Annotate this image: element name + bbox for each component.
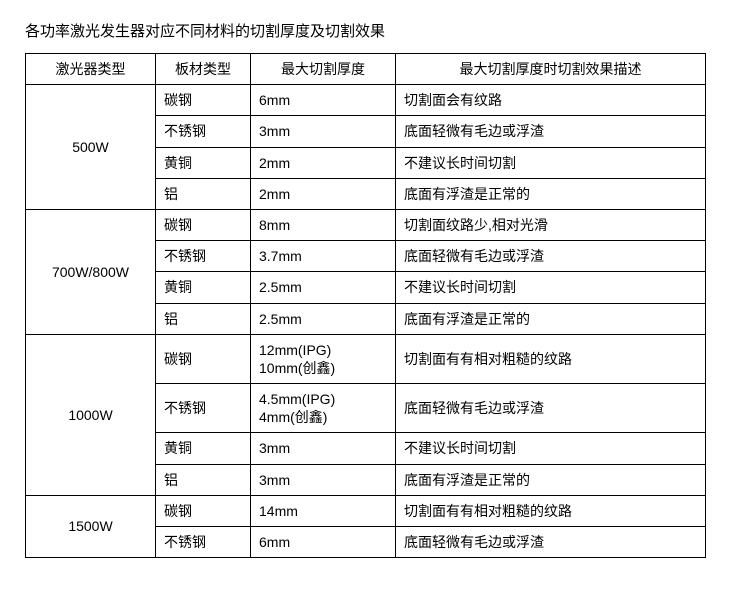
cell-effect: 底面轻微有毛边或浮渣	[396, 116, 706, 147]
table-row: 1500W碳钢14mm切割面有有相对粗糙的纹路	[26, 495, 706, 526]
cell-thickness: 6mm	[251, 85, 396, 116]
cell-material: 黄铜	[156, 147, 251, 178]
cell-thickness: 3mm	[251, 433, 396, 464]
cell-effect: 底面有浮渣是正常的	[396, 178, 706, 209]
cell-effect: 切割面有有相对粗糙的纹路	[396, 334, 706, 383]
cell-thickness: 2mm	[251, 178, 396, 209]
cell-material: 铝	[156, 178, 251, 209]
cell-material: 黄铜	[156, 433, 251, 464]
table-row: 700W/800W碳钢8mm切割面纹路少,相对光滑	[26, 209, 706, 240]
cell-effect: 切割面有有相对粗糙的纹路	[396, 495, 706, 526]
col-header-effect: 最大切割厚度时切割效果描述	[396, 54, 706, 85]
cell-effect: 不建议长时间切割	[396, 147, 706, 178]
cell-laser-type: 700W/800W	[26, 209, 156, 334]
col-header-laser-type: 激光器类型	[26, 54, 156, 85]
table-row: 500W碳钢6mm切割面会有纹路	[26, 85, 706, 116]
table-row: 1000W碳钢12mm(IPG)10mm(创鑫)切割面有有相对粗糙的纹路	[26, 334, 706, 383]
cell-thickness: 3mm	[251, 464, 396, 495]
cell-laser-type: 1500W	[26, 495, 156, 557]
cell-effect: 底面有浮渣是正常的	[396, 303, 706, 334]
cell-thickness: 14mm	[251, 495, 396, 526]
cell-material: 碳钢	[156, 334, 251, 383]
cell-material: 不锈钢	[156, 241, 251, 272]
cell-material: 不锈钢	[156, 384, 251, 433]
cell-thickness: 2.5mm	[251, 303, 396, 334]
cell-effect: 底面轻微有毛边或浮渣	[396, 527, 706, 558]
cell-thickness: 8mm	[251, 209, 396, 240]
cell-thickness: 6mm	[251, 527, 396, 558]
cell-effect: 切割面纹路少,相对光滑	[396, 209, 706, 240]
cell-thickness: 12mm(IPG)10mm(创鑫)	[251, 334, 396, 383]
cell-laser-type: 500W	[26, 85, 156, 210]
table-header-row: 激光器类型 板材类型 最大切割厚度 最大切割厚度时切割效果描述	[26, 54, 706, 85]
cutting-spec-table: 激光器类型 板材类型 最大切割厚度 最大切割厚度时切割效果描述 500W碳钢6m…	[25, 53, 706, 558]
cell-laser-type: 1000W	[26, 334, 156, 495]
cell-effect: 底面轻微有毛边或浮渣	[396, 384, 706, 433]
cell-thickness: 4.5mm(IPG)4mm(创鑫)	[251, 384, 396, 433]
cell-material: 黄铜	[156, 272, 251, 303]
col-header-material: 板材类型	[156, 54, 251, 85]
cell-thickness: 2.5mm	[251, 272, 396, 303]
cell-material: 铝	[156, 464, 251, 495]
cell-material: 铝	[156, 303, 251, 334]
col-header-thickness: 最大切割厚度	[251, 54, 396, 85]
cell-material: 碳钢	[156, 85, 251, 116]
cell-thickness: 2mm	[251, 147, 396, 178]
cell-effect: 不建议长时间切割	[396, 433, 706, 464]
cell-thickness: 3mm	[251, 116, 396, 147]
cell-material: 碳钢	[156, 209, 251, 240]
page-title: 各功率激光发生器对应不同材料的切割厚度及切割效果	[25, 20, 725, 41]
cell-thickness: 3.7mm	[251, 241, 396, 272]
cell-material: 碳钢	[156, 495, 251, 526]
cell-material: 不锈钢	[156, 116, 251, 147]
cell-effect: 底面有浮渣是正常的	[396, 464, 706, 495]
cell-effect: 底面轻微有毛边或浮渣	[396, 241, 706, 272]
cell-effect: 切割面会有纹路	[396, 85, 706, 116]
cell-effect: 不建议长时间切割	[396, 272, 706, 303]
cell-material: 不锈钢	[156, 527, 251, 558]
